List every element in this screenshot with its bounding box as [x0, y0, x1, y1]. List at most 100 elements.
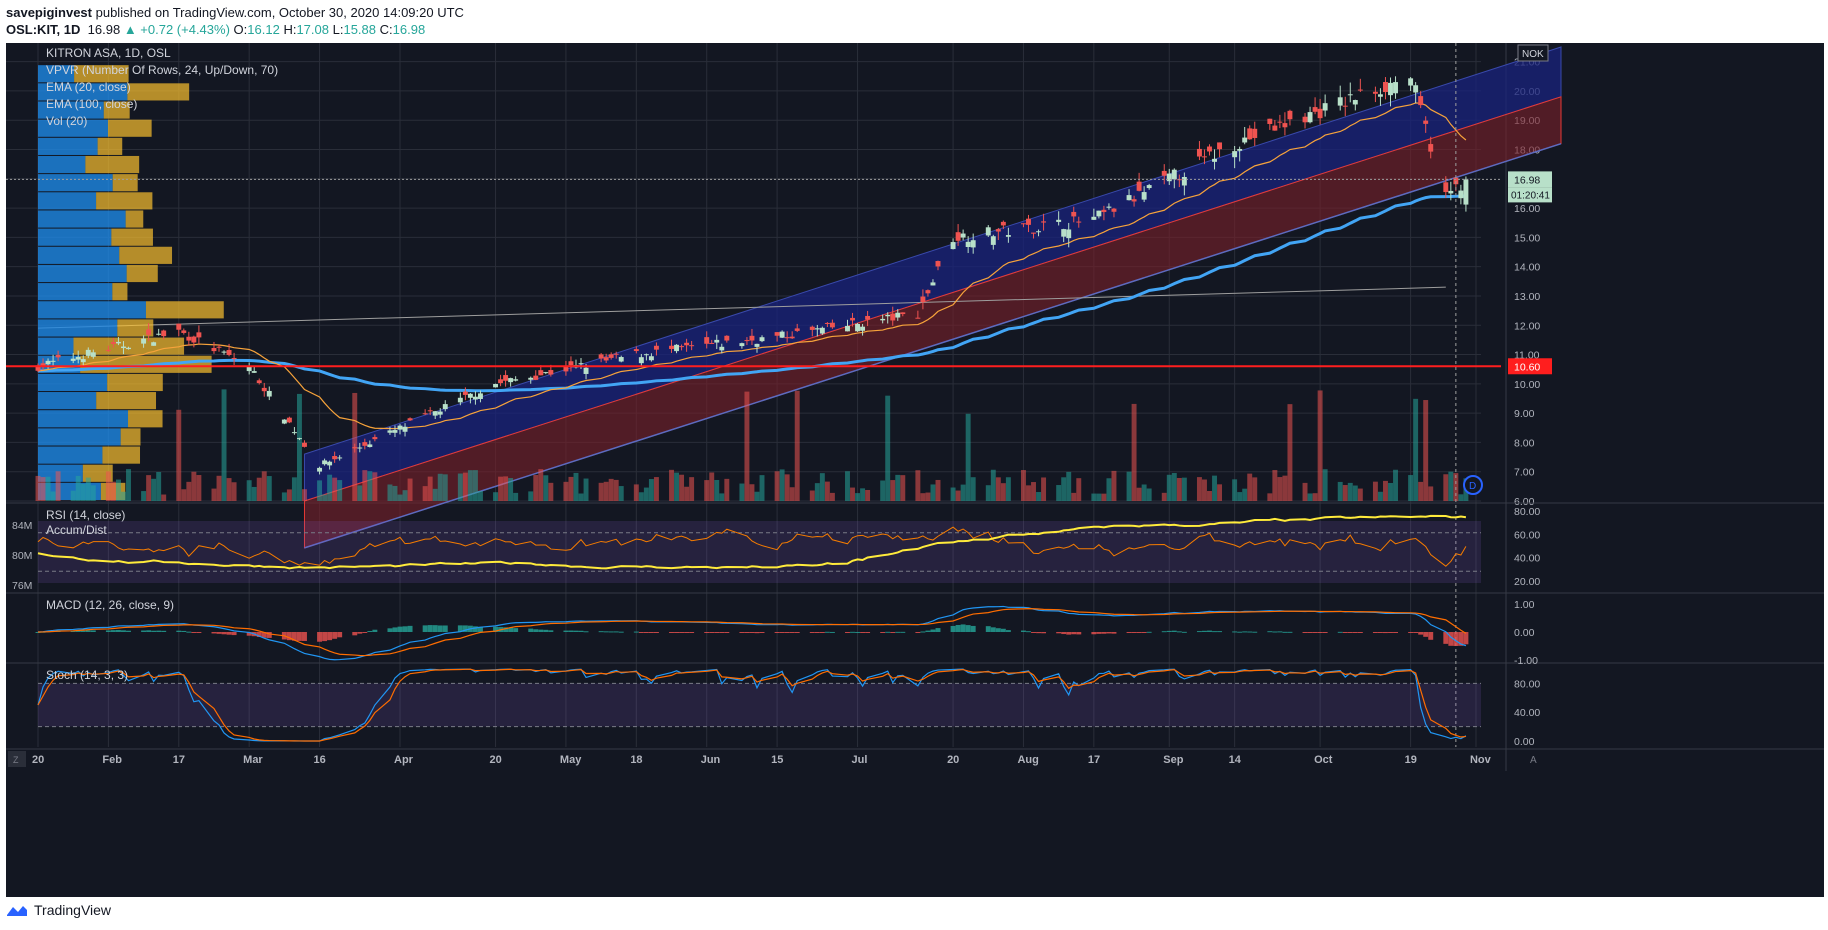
- macd-hist-36: [286, 632, 292, 641]
- macd-hist-163: [1176, 631, 1182, 633]
- volume-bar-178: [1282, 475, 1288, 501]
- chart-svg[interactable]: 6.007.008.009.0010.0011.0012.0013.0014.0…: [6, 43, 1824, 897]
- candle-body-38: [296, 438, 302, 440]
- candle-body-65: [493, 384, 499, 388]
- macd-hist-74: [548, 630, 554, 632]
- macd-hist-33: [261, 632, 267, 638]
- volume-bar-83: [613, 479, 619, 501]
- candle-body-88: [648, 356, 654, 361]
- candle-body-131: [955, 232, 961, 241]
- candle-body-111: [814, 328, 820, 330]
- volume-bar-200: [1443, 474, 1449, 501]
- price-tick-4: 10.00: [1514, 379, 1540, 391]
- volume-bar-48: [367, 471, 373, 501]
- macd-hist-179: [1287, 631, 1293, 633]
- price-tag-box: [1508, 171, 1552, 188]
- macd-title: MACD (12, 26, close, 9): [46, 598, 174, 612]
- macd-hist-153: [1106, 632, 1112, 634]
- candle-body-56: [427, 410, 433, 412]
- volume-bar-143: [1036, 492, 1042, 501]
- accum-title: Accum/Dist: [46, 523, 107, 537]
- macd-hist-53: [402, 626, 408, 632]
- price-tick-7: 13.00: [1514, 291, 1540, 303]
- macd-hist-78: [578, 630, 584, 632]
- last-price: 16.98: [87, 22, 121, 37]
- candle-body-45: [352, 447, 358, 449]
- macd-hist-170: [1232, 631, 1238, 633]
- publisher-name[interactable]: savepiginvest: [6, 5, 92, 20]
- volume-bar-95: [704, 480, 710, 501]
- macd-hist-164: [1181, 631, 1187, 633]
- macd-hist-149: [1076, 632, 1082, 635]
- candle-body-83: [613, 353, 619, 355]
- rsi-tick-3: 80.00: [1514, 506, 1540, 518]
- price-tag: 16.98: [1514, 174, 1540, 186]
- macd-hist-45: [352, 632, 358, 636]
- candle-body-67: [503, 375, 509, 381]
- volume-bar-176: [1272, 470, 1278, 501]
- volume-bar-96: [709, 472, 715, 501]
- candle-body-145: [1056, 219, 1062, 222]
- macd-hist-155: [1126, 632, 1132, 633]
- macd-hist-65: [493, 626, 499, 632]
- macd-hist-29: [231, 632, 237, 636]
- macd-hist-123: [895, 631, 901, 633]
- vpvr-up-6: [38, 373, 108, 392]
- volume-bar-199: [1428, 486, 1434, 501]
- candle-body-95: [704, 337, 710, 344]
- candle-body-154: [1111, 208, 1117, 212]
- x-tick-12: 20: [947, 754, 959, 766]
- volume-bar-33: [261, 471, 267, 501]
- macd-hist-64: [477, 626, 483, 632]
- dividend-marker: [1463, 475, 1483, 495]
- ema100-line: [37, 194, 1467, 393]
- macd-hist-158: [1141, 632, 1147, 633]
- volume-bar-25: [211, 488, 217, 501]
- volume-bar-84: [618, 486, 624, 501]
- candle-body-203: [1458, 190, 1464, 199]
- macd-hist-69: [513, 628, 519, 632]
- a-button-label: A: [1530, 755, 1537, 766]
- macd-hist-6: [75, 630, 81, 632]
- volume-bar-69: [513, 492, 519, 501]
- candle-body-109: [794, 328, 800, 331]
- volume-bar-15: [141, 491, 147, 501]
- candle-body-37: [291, 432, 297, 434]
- volume-bar-81: [603, 481, 609, 501]
- macd-hist-76: [568, 630, 574, 632]
- macd-hist-162: [1171, 630, 1177, 632]
- macd-hist-101: [744, 632, 750, 633]
- volume-bar-49: [372, 472, 378, 501]
- candle-body-17: [151, 342, 157, 346]
- volume-bar-34: [266, 476, 272, 501]
- macd-hist-59: [442, 625, 448, 632]
- volume-bar-116: [850, 487, 855, 501]
- volume-bar-90: [669, 469, 674, 501]
- candle-body-160: [1161, 170, 1167, 176]
- candle-body-200: [1443, 182, 1449, 193]
- volume-bar-146: [1061, 477, 1067, 501]
- macd-hist-72: [538, 629, 544, 632]
- volume-bar-36: [286, 489, 292, 501]
- volume-bar-174: [1252, 477, 1258, 501]
- candle-body-192: [1383, 82, 1388, 93]
- footer-brand[interactable]: TradingView: [34, 902, 112, 918]
- macd-hist-93: [684, 632, 690, 633]
- vpvr-down-21: [103, 101, 130, 119]
- candle-body-156: [1131, 199, 1137, 202]
- candle-body-90: [669, 345, 674, 349]
- macd-hist-99: [724, 632, 730, 633]
- macd-hist-147: [1066, 632, 1072, 635]
- chart-frame[interactable]: 6.00 7.00 8.00 9.00 10.00 11.00 12.00 13.00 14.0…: [6, 43, 1824, 897]
- candle-body-129: [935, 261, 941, 267]
- volume-bar-17: [151, 478, 157, 501]
- macd-hist-56: [427, 625, 433, 632]
- candle-body-22: [186, 336, 192, 341]
- candle-body-39: [302, 442, 307, 447]
- vpvr-down-6: [107, 373, 163, 392]
- vpvr-up-11: [38, 283, 113, 301]
- candle-body-32: [256, 380, 262, 384]
- volume-bar-162: [1171, 473, 1177, 501]
- macd-hist-71: [533, 629, 539, 632]
- macd-hist-183: [1317, 632, 1323, 633]
